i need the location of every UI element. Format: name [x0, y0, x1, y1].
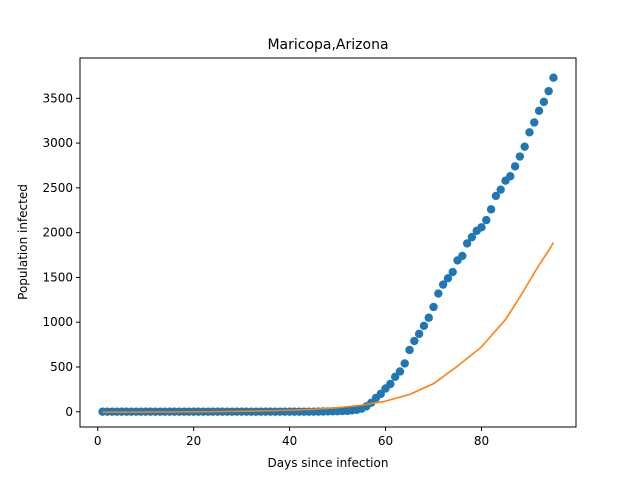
y-axis-ticks: 0 500 1000 1500 2000 2500 3000 3500 [42, 91, 80, 419]
y-tick-label: 0 [65, 405, 73, 419]
x-tick-label: 80 [474, 434, 489, 448]
scatter-point [515, 152, 525, 161]
axes-frame [79, 57, 577, 428]
scatter-point [477, 223, 486, 232]
scatter-point [443, 274, 453, 283]
scatter-point [467, 232, 477, 242]
y-tick-label: 1000 [42, 315, 73, 329]
scatter-point [434, 289, 443, 298]
scatter-point [525, 128, 534, 137]
y-tick-label: 1500 [42, 270, 73, 284]
scatter-point [405, 345, 414, 355]
scatter-point [419, 321, 429, 330]
scatter-point [544, 86, 553, 96]
y-tick-label: 3000 [42, 136, 73, 150]
scatter-point [386, 379, 395, 389]
scatter-point [549, 73, 558, 82]
plot-area: 0 20 40 60 80 0 500 1000 1500 2000 2500 3000 3500 [42, 57, 577, 448]
scatter-point [510, 162, 520, 171]
scatter-point [438, 280, 448, 289]
x-tick-label: 40 [282, 434, 297, 448]
scatter-point [400, 359, 409, 368]
scatter-point [395, 367, 405, 376]
scatter-point [448, 267, 457, 277]
x-axis-ticks: 0 20 40 60 80 [94, 427, 489, 448]
y-tick-label: 2000 [42, 226, 73, 240]
scatter-point [534, 106, 544, 116]
scatter-point [458, 251, 467, 261]
scatter-point [506, 172, 515, 181]
y-tick-label: 2500 [42, 181, 73, 195]
scatter-point [496, 185, 505, 194]
scatter-point [539, 97, 549, 107]
y-axis-label: Population infected [16, 184, 30, 300]
scatter-point [486, 205, 496, 214]
series-line [102, 242, 555, 414]
scatter-point [462, 239, 472, 248]
chart-title: Maricopa,Arizona [267, 37, 388, 53]
scatter-point [390, 372, 400, 382]
y-tick-label: 3500 [42, 91, 73, 105]
scatter-point [482, 215, 491, 225]
scatter-point [520, 142, 529, 151]
scatter-point [376, 389, 385, 399]
scatter-point [429, 302, 438, 312]
x-axis-label: Days since infection [268, 456, 389, 470]
scatter-point [424, 313, 433, 322]
x-tick-label: 60 [378, 434, 393, 448]
scatter-point [410, 336, 419, 346]
x-tick-label: 0 [94, 434, 102, 448]
x-tick-label: 20 [186, 434, 201, 448]
y-tick-label: 500 [50, 360, 73, 374]
scatter-point [530, 118, 539, 127]
series-layer [98, 73, 558, 416]
scatter-point [491, 191, 501, 201]
scatter-point [414, 329, 424, 339]
